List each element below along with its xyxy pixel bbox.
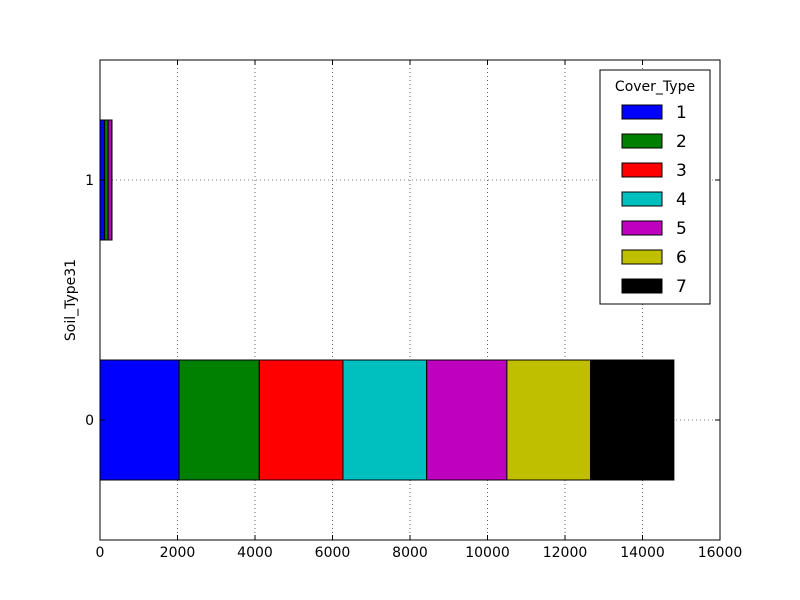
legend-items: 1 2 3 4 5 6 7 (621, 103, 687, 297)
legend-swatch-1 (621, 104, 663, 120)
x-tick-label: 0 (96, 545, 105, 561)
bar-segment-cat0-series1 (99, 359, 180, 481)
legend-swatch-6 (621, 249, 663, 265)
legend-label-3: 3 (676, 161, 687, 181)
bar-segment-cat0-series7 (590, 359, 675, 481)
legend-swatch-4 (621, 191, 663, 207)
x-tick-label: 12000 (543, 545, 588, 561)
legend-swatch-7 (621, 278, 663, 294)
bar-segment-cat0-series5 (426, 359, 508, 481)
y-axis-label: Soil_Type31 (63, 259, 79, 341)
legend-title: Cover_Type (615, 79, 695, 95)
legend: Cover_Type 1 2 3 4 5 6 7 (599, 69, 711, 305)
x-tick-label: 10000 (465, 545, 510, 561)
legend-label-1: 1 (676, 103, 687, 123)
bar-segment-cat0-series3 (258, 359, 344, 481)
y-tick-label: 0 (85, 413, 94, 429)
legend-swatch-2 (621, 133, 663, 149)
bar-segment-cat0-series2 (178, 359, 260, 481)
legend-swatch-5 (621, 220, 663, 236)
x-tick-label: 2000 (160, 545, 196, 561)
legend-swatch-3 (621, 162, 663, 178)
bar-segment-cat0-series6 (506, 359, 592, 481)
x-tick-label: 4000 (237, 545, 273, 561)
legend-label-2: 2 (676, 132, 687, 152)
legend-label-7: 7 (676, 277, 687, 297)
y-tick-label: 1 (85, 173, 94, 189)
legend-label-4: 4 (676, 190, 687, 210)
bars (99, 119, 675, 481)
bar-segment-cat0-series4 (342, 359, 428, 481)
legend-label-5: 5 (676, 219, 687, 239)
bar-segment-cat1-series2 (104, 119, 109, 241)
x-tick-label: 6000 (315, 545, 351, 561)
x-tick-label: 16000 (698, 545, 743, 561)
bar-segment-cat1-series5 (107, 119, 113, 241)
x-tick-label: 8000 (392, 545, 428, 561)
ticks: 0 2000 4000 6000 8000 10000 12000 14000 16000 0 1 (85, 60, 742, 561)
legend-label-6: 6 (676, 248, 687, 268)
x-tick-label: 14000 (620, 545, 665, 561)
